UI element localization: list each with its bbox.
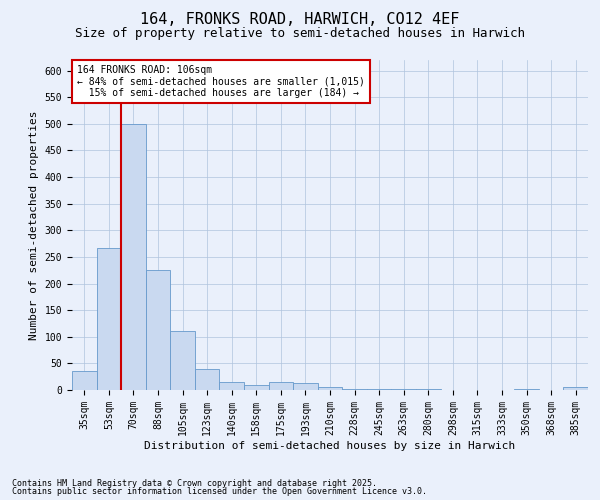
Bar (170, 332, 195, 390)
Bar (146, 270, 170, 390)
Y-axis label: Number of semi-detached properties: Number of semi-detached properties (29, 110, 39, 340)
Bar (318, 388, 342, 390)
Bar (269, 382, 293, 390)
X-axis label: Distribution of semi-detached houses by size in Harwich: Distribution of semi-detached houses by … (145, 440, 515, 450)
Text: 164 FRONKS ROAD: 106sqm
← 84% of semi-detached houses are smaller (1,015)
  15% : 164 FRONKS ROAD: 106sqm ← 84% of semi-de… (77, 65, 365, 98)
Text: Contains HM Land Registry data © Crown copyright and database right 2025.: Contains HM Land Registry data © Crown c… (12, 478, 377, 488)
Bar (293, 383, 318, 390)
Text: 164, FRONKS ROAD, HARWICH, CO12 4EF: 164, FRONKS ROAD, HARWICH, CO12 4EF (140, 12, 460, 28)
Bar (195, 368, 220, 390)
Bar (220, 382, 244, 390)
Bar (244, 384, 269, 390)
Text: Size of property relative to semi-detached houses in Harwich: Size of property relative to semi-detach… (75, 28, 525, 40)
Bar (514, 389, 539, 390)
Bar (97, 248, 121, 390)
Bar (121, 124, 146, 390)
Bar (563, 388, 588, 390)
Text: Contains public sector information licensed under the Open Government Licence v3: Contains public sector information licen… (12, 487, 427, 496)
Bar (72, 372, 97, 390)
